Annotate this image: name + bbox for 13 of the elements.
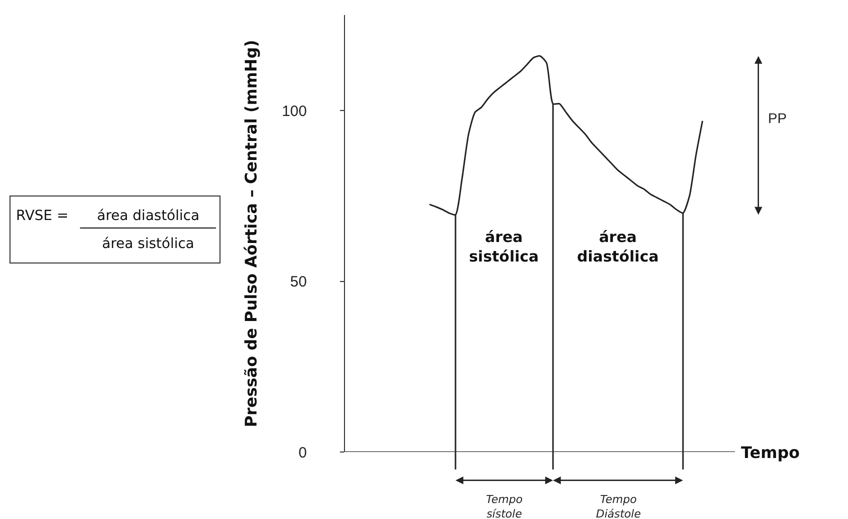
y-axis-title: Pressão de Pulso Aórtica – Central (mmHg) <box>242 40 261 428</box>
text: RVSE = <box>16 208 68 224</box>
y-tick-label: 0 <box>298 444 307 462</box>
annotation: área diastólica <box>577 228 659 266</box>
text: Tempo sístole <box>486 493 523 519</box>
annotation: área sistólica <box>469 228 539 266</box>
text: área diastólica <box>97 208 200 224</box>
y-tick-label: 50 <box>290 274 307 291</box>
y-tick-label: 100 <box>282 102 307 120</box>
x-axis-title: Tempo <box>741 443 800 462</box>
text: área sistólica <box>102 236 194 252</box>
text: PP <box>768 110 787 126</box>
text: Tempo Diástole <box>596 493 642 519</box>
